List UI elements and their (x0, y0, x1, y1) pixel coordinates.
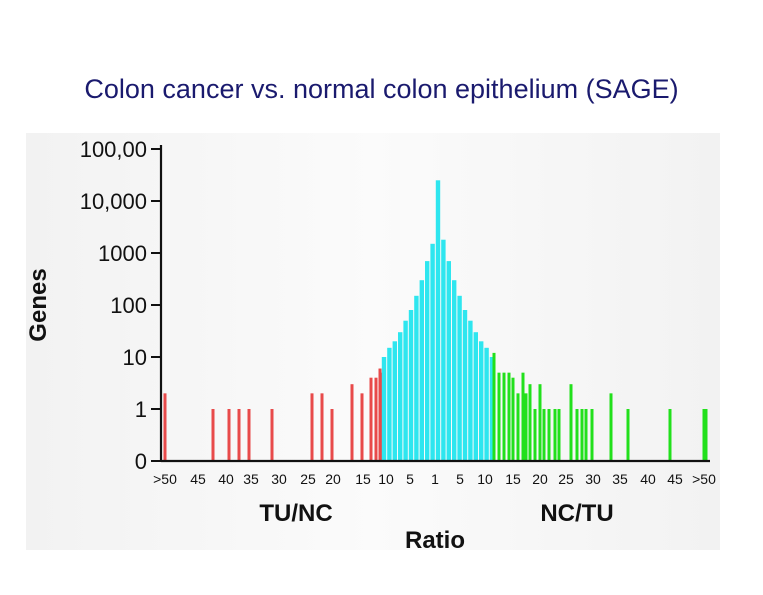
bar-nc-tu-13 (553, 409, 557, 461)
bar-center-0 (381, 357, 387, 461)
bar-center-4 (403, 320, 408, 461)
bar-center-10 (435, 180, 441, 462)
y-tick-label: 10 (123, 345, 147, 370)
x-tick-label: 20 (325, 471, 341, 487)
bar-nc-tu-14 (557, 409, 561, 461)
bar-nc-tu-20 (609, 393, 613, 461)
bar-nc-tu-11 (542, 409, 546, 461)
bar-center-2 (392, 341, 397, 461)
bar-tu-nc-9 (350, 384, 354, 461)
x-tick-label: 20 (532, 471, 548, 487)
bar-nc-tu-21 (626, 409, 630, 461)
bar-nc-tu-15 (569, 384, 573, 461)
bar-tu-nc-0 (163, 393, 167, 461)
x-tick-label: >50 (692, 471, 716, 487)
chart-panel: 100,00 10,000 1000 100 10 1 0 >50 45 40 35 30 25 20 15… (26, 133, 720, 550)
x-tick-label: 10 (477, 471, 493, 487)
y-tick-label: 10,000 (80, 189, 147, 214)
y-tick-label: 100,00 (80, 137, 147, 162)
bar-nc-tu-2 (502, 372, 506, 461)
chart-background (26, 133, 720, 550)
x-tick-label: >50 (153, 471, 177, 487)
chart-title: Colon cancer vs. normal colon epithelium… (84, 74, 679, 104)
x-group-label-left: TU/NC (259, 500, 332, 527)
x-tick-label: 15 (505, 471, 521, 487)
bar-nc-tu-12 (547, 409, 551, 461)
bar-nc-tu-19 (590, 409, 594, 461)
bar-nc-tu-18 (584, 409, 588, 461)
bar-center-3 (398, 332, 403, 461)
x-axis-label: Ratio (405, 527, 465, 550)
x-tick-label: 25 (300, 471, 316, 487)
x-tick-label: 25 (558, 471, 574, 487)
x-group-label-right: NC/TU (540, 500, 613, 527)
bar-nc-tu-3 (507, 372, 511, 461)
bar-nc-tu-5 (516, 393, 520, 461)
x-tick-label: 35 (612, 471, 628, 487)
x-tick-label: 35 (243, 471, 259, 487)
bar-center-15 (462, 310, 468, 461)
bar-center-1 (387, 347, 392, 461)
bar-nc-tu-7 (524, 393, 528, 461)
bar-nc-tu-4 (511, 377, 515, 461)
bar-center-8 (425, 261, 430, 461)
y-tick-label: 100 (110, 293, 147, 318)
y-tick-label: 1000 (98, 241, 147, 266)
bar-center-12 (446, 261, 451, 461)
x-tick-label: 10 (378, 471, 394, 487)
bar-nc-tu-23 (702, 409, 706, 461)
bar-center-19 (484, 347, 489, 461)
bar-center-14 (457, 295, 462, 461)
bar-tu-nc-11 (369, 377, 373, 461)
bar-center-11 (441, 239, 446, 461)
bar-center-20 (489, 357, 495, 461)
bar-tu-nc-10 (360, 393, 364, 461)
x-tick-label: 30 (585, 471, 601, 487)
bar-center-18 (479, 341, 484, 461)
x-tick-label: 1 (431, 471, 439, 487)
bar-nc-tu-1 (497, 372, 501, 461)
bar-nc-tu-16 (575, 409, 579, 461)
bar-nc-tu-22 (668, 409, 672, 461)
bar-tu-nc-2 (227, 409, 231, 461)
bar-center-6 (414, 295, 419, 461)
x-tick-label: 45 (667, 471, 683, 487)
bar-nc-tu-8 (528, 384, 532, 461)
x-tick-label: 45 (190, 471, 206, 487)
bar-tu-nc-5 (270, 409, 274, 461)
bar-nc-tu-10 (538, 384, 542, 461)
bar-center-7 (419, 280, 424, 461)
x-tick-label: 30 (271, 471, 287, 487)
bar-tu-nc-13 (378, 368, 382, 461)
bar-tu-nc-6 (310, 393, 314, 461)
y-tick-label: 0 (135, 449, 147, 474)
bar-tu-nc-4 (247, 409, 251, 461)
bar-center-16 (468, 320, 473, 461)
bar-nc-tu-24 (704, 409, 708, 461)
bar-nc-tu-0 (492, 352, 496, 461)
bar-tu-nc-1 (211, 409, 215, 461)
bar-center-13 (452, 280, 457, 461)
x-tick-label: 5 (406, 471, 414, 487)
bar-nc-tu-9 (533, 409, 537, 461)
bar-nc-tu-6 (521, 372, 525, 461)
bar-tu-nc-3 (237, 409, 241, 461)
x-tick-label: 5 (456, 471, 464, 487)
bar-nc-tu-17 (580, 409, 584, 461)
x-tick-label: 15 (355, 471, 371, 487)
bar-tu-nc-12 (374, 377, 378, 461)
bar-center-17 (473, 332, 478, 461)
bar-center-5 (408, 310, 414, 461)
bar-tu-nc-7 (320, 393, 324, 461)
bar-center-9 (430, 243, 435, 461)
x-tick-label: 40 (640, 471, 656, 487)
x-tick-label: 40 (218, 471, 234, 487)
y-axis-label: Genes (26, 268, 52, 341)
bar-tu-nc-8 (330, 409, 334, 461)
y-tick-label: 1 (135, 397, 147, 422)
